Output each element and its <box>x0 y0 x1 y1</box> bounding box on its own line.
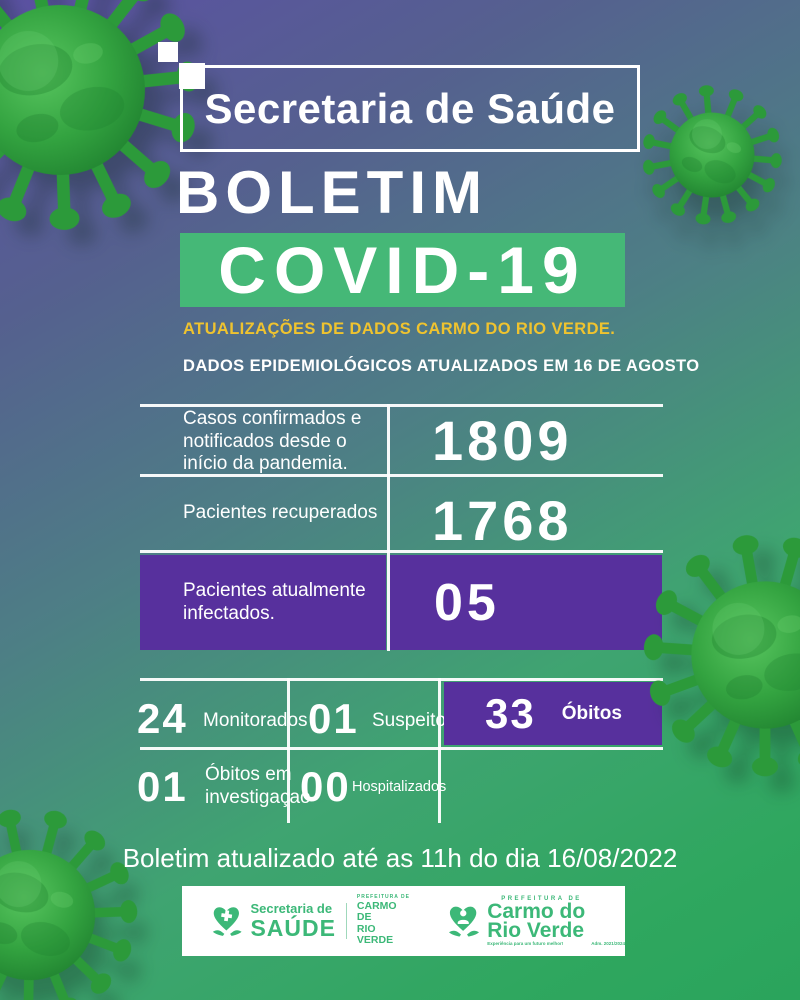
grid-divider <box>438 678 441 823</box>
highlight-row-value: 05 <box>390 555 662 650</box>
table-divider <box>140 404 663 407</box>
logo-prefeitura-carmo: PREFEITURA DE Carmo do Rio Verde Experiê… <box>446 896 625 947</box>
table-row-label: Casos confirmados e notificados desde o … <box>183 408 362 474</box>
logo-city-line2: RIO VERDE <box>356 922 394 947</box>
stat-value-obitos: 33 <box>485 689 536 737</box>
stat-value-hospitalizados: 00 <box>300 763 351 810</box>
table-row-value: 1768 <box>432 489 573 552</box>
stat-label-obitos-investigacao: Óbitos em investigaçao <box>205 764 311 808</box>
coronavirus-icon <box>614 57 800 252</box>
title-box: Secretaria de Saúde <box>180 65 640 152</box>
grid-divider <box>140 678 663 681</box>
table-divider <box>387 404 390 651</box>
table-row-label: Pacientes recuperados <box>183 502 378 523</box>
logo-bar: Secretaria de SAÚDE PREFEITURA DE CARMO … <box>182 886 625 956</box>
heading-boletim: BOLETIM <box>176 159 488 226</box>
stat-value-suspeitos: 01 <box>308 695 359 742</box>
logo-secretaria-saude: Secretaria de SAÚDE PREFEITURA DE CARMO … <box>210 895 412 947</box>
covid-banner: COVID-19 <box>180 233 625 307</box>
logo-carmo-line1: Carmo do <box>487 899 586 923</box>
logo-secretaria-line1: Secretaria de <box>250 901 333 916</box>
logo-carmo-line2: Rio Verde <box>487 918 585 942</box>
logo-prefeitura-top: PREFEITURA DE <box>501 895 582 902</box>
grid-divider <box>140 747 663 750</box>
heading-covid: COVID-19 <box>218 233 587 307</box>
updated-timestamp: Boletim atualizado até as 11h do dia 16/… <box>122 843 678 873</box>
stat-label-obitos: Óbitos <box>561 702 622 724</box>
table-divider <box>140 474 663 477</box>
table-divider <box>140 550 663 553</box>
table-row-value: 1809 <box>432 409 573 472</box>
subtitle-updates: ATUALIZAÇÕES DE DADOS CARMO DO RIO VERDE… <box>183 320 616 338</box>
logo-secretaria-line2: SAÚDE <box>250 915 336 941</box>
stat-label-hospitalizados: Hospitalizados <box>352 779 447 795</box>
grid-divider <box>287 678 290 823</box>
logo-prefeitura-small: PREFEITURA DE <box>356 894 411 901</box>
heart-person-icon <box>449 906 480 937</box>
stat-value-obitos-investigacao: 01 <box>137 763 188 810</box>
subtitle-epidemiological: DADOS EPIDEMIOLÓGICOS ATUALIZADOS EM 16 … <box>183 357 700 375</box>
decor-square <box>158 42 178 62</box>
page-title: Secretaria de Saúde <box>204 84 616 132</box>
logo-city-line1: CARMO DE <box>356 899 397 924</box>
stat-label-suspeitos: Suspeitos <box>372 710 456 731</box>
logo-tagline: Experiência para um futuro melhor! <box>487 940 564 946</box>
stat-value-monitorados: 24 <box>137 695 188 742</box>
heart-cross-icon <box>212 907 242 936</box>
highlight-row-label: Pacientes atualmente infectados. <box>140 555 386 650</box>
coronavirus-icon <box>614 504 800 805</box>
stat-highlight-obitos: 33 Óbitos <box>444 682 662 745</box>
decor-square <box>179 63 205 89</box>
logo-divider <box>345 903 347 939</box>
logo-adm: Adm. 2021/2024 <box>591 940 625 946</box>
stat-label-monitorados: Monitorados <box>203 710 308 731</box>
